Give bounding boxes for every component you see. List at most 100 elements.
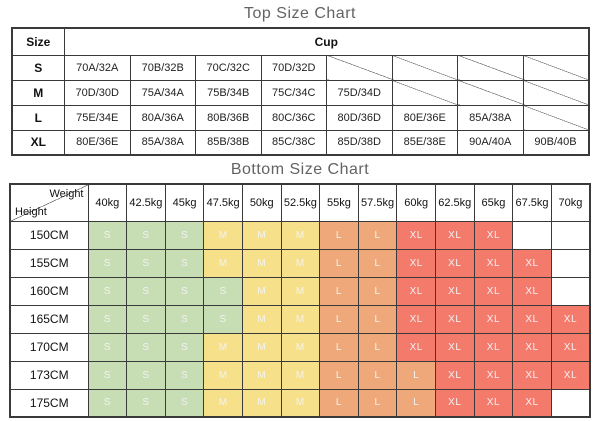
size-cell — [550, 248, 591, 278]
size-cell: XL — [434, 220, 475, 250]
size-cell: M — [241, 360, 282, 390]
size-cell: M — [203, 332, 243, 362]
height-row-label: 155CM — [9, 248, 89, 278]
height-row-label: 160CM — [9, 276, 89, 306]
size-cell: L — [357, 220, 398, 250]
cup-size-cell — [457, 54, 524, 81]
size-cell: XL — [434, 276, 475, 306]
cup-size-cell: 70D/30D — [64, 79, 131, 106]
size-cell: S — [164, 304, 205, 334]
table-row: L 75E/34E 80A/36A 80B/36B 80C/36C 80D/36… — [11, 104, 589, 131]
size-cell: L — [319, 220, 359, 250]
size-cell: XL — [396, 220, 436, 250]
size-cell: M — [203, 220, 243, 250]
cup-size-cell: 80A/36A — [129, 104, 196, 131]
size-cell: XL — [512, 360, 552, 390]
size-cell: S — [126, 304, 166, 334]
size-cell: XL — [512, 304, 552, 334]
size-cell: XL — [434, 388, 475, 418]
weight-column-header: 40kg — [87, 183, 128, 222]
size-cell — [550, 388, 591, 418]
table-row: 160CM S S S S M M L L XL XL XL XL — [9, 276, 591, 306]
height-row-label: 173CM — [9, 360, 89, 390]
cup-size-cell: 70A/32A — [64, 54, 131, 81]
cup-size-cell — [522, 104, 589, 131]
height-axis-label: Height — [15, 205, 47, 218]
height-row-label: 175CM — [9, 388, 89, 418]
table-row: 175CM S S S M M M L L L XL XL XL — [9, 388, 591, 418]
size-cell: XL — [396, 304, 436, 334]
cup-size-cell — [326, 54, 393, 81]
size-cell: L — [396, 360, 436, 390]
size-cell: M — [280, 220, 321, 250]
size-cell: XL — [512, 248, 552, 278]
bottom-chart-title: Bottom Size Chart — [230, 161, 370, 178]
size-cell: S — [87, 304, 128, 334]
size-cell: L — [357, 360, 398, 390]
size-cell: L — [319, 304, 359, 334]
weight-axis-label: Weight — [49, 188, 84, 200]
weight-column-header: 62.5kg — [434, 183, 475, 222]
size-cell — [512, 220, 552, 250]
cup-size-cell: 85B/38B — [195, 129, 262, 156]
cup-size-cell: 75C/34C — [260, 79, 327, 106]
size-cell: S — [126, 248, 166, 278]
cup-size-cell: 75B/34B — [195, 79, 262, 106]
size-cell: M — [280, 304, 321, 334]
cup-size-cell — [522, 79, 589, 106]
size-cell — [550, 276, 591, 306]
height-row-label: 150CM — [9, 220, 89, 250]
size-row-label: L — [11, 104, 65, 131]
size-row-label: S — [11, 54, 65, 81]
table-row: 173CM S S S M M M L L L XL XL XL XL — [9, 360, 591, 390]
size-cell: L — [357, 248, 398, 278]
cup-size-cell: 85E/38E — [391, 129, 458, 156]
size-cell: XL — [512, 388, 552, 418]
cup-size-cell: 70D/32D — [260, 54, 327, 81]
size-cell — [550, 220, 591, 250]
weight-column-header: 65kg — [473, 183, 514, 222]
size-cell: M — [280, 248, 321, 278]
size-cell: M — [241, 248, 282, 278]
size-cell: XL — [473, 332, 514, 362]
size-cell: L — [319, 360, 359, 390]
weight-column-header: 45kg — [164, 183, 205, 222]
table-row: M 70D/30D 75A/34A 75B/34B 75C/34C 75D/34… — [11, 79, 589, 106]
cup-size-cell: 90A/40A — [457, 129, 524, 156]
weight-column-header: 55kg — [319, 183, 359, 222]
size-cell: L — [357, 276, 398, 306]
weight-column-header: 50kg — [241, 183, 282, 222]
size-cell: M — [203, 388, 243, 418]
size-cell: S — [164, 388, 205, 418]
size-cell: XL — [512, 276, 552, 306]
size-cell: L — [319, 276, 359, 306]
cup-size-cell — [391, 54, 458, 81]
size-cell: XL — [550, 332, 591, 362]
cup-size-cell: 80C/36C — [260, 104, 327, 131]
table-row: XL 80E/36E 85A/38A 85B/38B 85C/38C 85D/3… — [11, 129, 589, 156]
size-cell: XL — [434, 304, 475, 334]
table-row: 150CM S S S M M M L L XL XL XL — [9, 220, 591, 250]
size-row-label: M — [11, 79, 65, 106]
size-cell: M — [241, 220, 282, 250]
cup-size-cell: 70B/32B — [129, 54, 196, 81]
height-row-label: 170CM — [9, 332, 89, 362]
bottom-size-chart-table: Weight Height 40kg 42.5kg 45kg 47.5kg 50… — [9, 183, 591, 418]
size-cell: S — [87, 276, 128, 306]
table-row: S 70A/32A 70B/32B 70C/32C 70D/32D — [11, 54, 589, 81]
top-size-chart-table: Size Cup S 70A/32A 70B/32B 70C/32C 70D/3… — [10, 27, 590, 156]
size-cell: M — [280, 360, 321, 390]
table-row: 170CM S S S M M M L L XL XL XL XL XL — [9, 332, 591, 362]
size-cell: XL — [550, 304, 591, 334]
size-cell: L — [357, 388, 398, 418]
cup-size-cell — [391, 79, 458, 106]
size-row-label: XL — [11, 129, 65, 156]
size-cell: M — [241, 332, 282, 362]
size-cell: S — [164, 248, 205, 278]
table-row: Size Cup — [11, 27, 589, 56]
size-cell: S — [126, 220, 166, 250]
size-cell: S — [87, 220, 128, 250]
table-row: 155CM S S S M M M L L XL XL XL XL — [9, 248, 591, 278]
size-cell: XL — [434, 360, 475, 390]
size-cell: XL — [396, 276, 436, 306]
